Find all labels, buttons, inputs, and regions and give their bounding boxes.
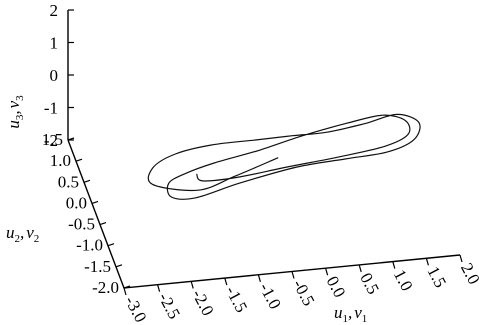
z-axis-label: u3,v3 bbox=[4, 95, 26, 129]
trajectory-line bbox=[147, 113, 421, 200]
x-tick-label: 0.0 bbox=[323, 273, 350, 301]
x-tick-label: -1.0 bbox=[255, 280, 284, 313]
y-axis-label: u2, v2 bbox=[6, 223, 39, 245]
x-tick-label: -2.5 bbox=[155, 289, 184, 322]
x-axis-label: u1, v1 bbox=[334, 303, 367, 325]
y-tick bbox=[115, 264, 123, 268]
x-tick-label: -2.0 bbox=[188, 286, 217, 319]
y-tick-label: 0.5 bbox=[58, 172, 79, 191]
z-tick-label: 0 bbox=[50, 66, 59, 85]
x-tick bbox=[291, 271, 295, 279]
plot-area bbox=[147, 113, 421, 200]
x-tick bbox=[257, 274, 261, 282]
x-tick bbox=[459, 254, 463, 263]
y-tick-label: -0.5 bbox=[68, 215, 95, 234]
y-tick bbox=[107, 243, 115, 247]
y-tick-label: 1.0 bbox=[50, 151, 71, 170]
y-tick bbox=[83, 179, 91, 183]
x-tick-label: 0.5 bbox=[356, 270, 383, 298]
x-tick bbox=[123, 287, 127, 296]
y-tick-label: 1.5 bbox=[42, 130, 63, 149]
z-tick-label: 2 bbox=[50, 1, 59, 20]
y-tick bbox=[75, 158, 83, 162]
x-tick bbox=[325, 268, 329, 276]
y-tick bbox=[123, 285, 131, 289]
x-tick-label: 2.0 bbox=[457, 260, 482, 288]
x-tick bbox=[425, 258, 429, 266]
y-tick bbox=[91, 200, 99, 204]
x-tick-label: 1.0 bbox=[390, 266, 417, 294]
x-tick bbox=[392, 261, 396, 269]
y-tick-label: -2.0 bbox=[92, 278, 119, 297]
x-tick bbox=[358, 264, 362, 273]
x-tick-label: -3.0 bbox=[121, 293, 150, 325]
y-tick-label: 0.0 bbox=[66, 193, 87, 212]
x-tick bbox=[224, 277, 228, 286]
x-tick-label: 1.5 bbox=[423, 263, 450, 291]
y-tick-label: -1.5 bbox=[84, 257, 111, 276]
y-tick bbox=[99, 222, 107, 226]
tick-labels: -3.0 -2.5 -2.0 -1.5 -1.0 -0.5 0.0 0.5 1.0 1.5 2.0-… bbox=[42, 1, 482, 325]
x-tick-label: -1.5 bbox=[222, 283, 251, 316]
z-tick-label: 1 bbox=[50, 34, 59, 53]
z-tick-label: -1 bbox=[44, 99, 58, 118]
x-tick bbox=[157, 284, 161, 292]
y-tick-label: -1.0 bbox=[76, 236, 103, 255]
x-tick-label: -0.5 bbox=[289, 276, 318, 309]
x-tick bbox=[190, 281, 194, 289]
axes bbox=[67, 9, 463, 296]
z-tick-label: -2 bbox=[44, 131, 58, 150]
y-axis-line bbox=[67, 139, 125, 289]
